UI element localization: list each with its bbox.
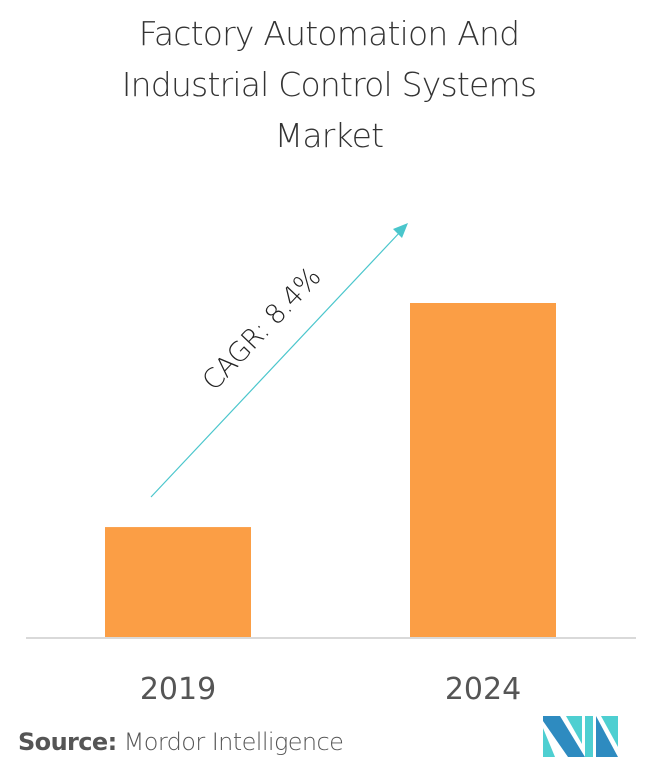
source-name: Mordor Intelligence <box>123 728 344 756</box>
bar-2019 <box>105 527 251 638</box>
chart-title-line-2: Industrial Control Systems <box>121 65 537 104</box>
x-tick-label-2024: 2024 <box>445 672 521 707</box>
cagr-arrow <box>150 223 408 498</box>
bars-group <box>105 303 556 638</box>
source-note: Source: Mordor Intelligence <box>18 728 344 756</box>
x-tick-label-2019: 2019 <box>140 672 216 707</box>
bar-chart: 2019 2024 CAGR: 8.4% <box>26 223 636 707</box>
logo-shape-left-light <box>543 728 555 757</box>
chart-title-line-3: Market <box>274 116 384 155</box>
logo-shape-right-top-light <box>601 716 618 747</box>
logo-shape-left-dark <box>543 716 585 757</box>
mordor-intelligence-logo-icon <box>543 716 618 757</box>
logo-shape-mid-light <box>566 716 582 744</box>
chart-title: Factory Automation And Industrial Contro… <box>0 8 658 161</box>
cagr-arrow-line <box>150 230 402 498</box>
x-axis-ticks: 2019 2024 <box>140 672 521 707</box>
chart-title-line-1: Factory Automation And <box>138 14 520 53</box>
source-label: Source: <box>18 728 117 756</box>
cagr-arrow-head-icon <box>393 223 408 238</box>
logo-shape-right-dark <box>596 716 618 757</box>
cagr-label: CAGR: 8.4% <box>197 262 328 397</box>
bar-2024 <box>410 303 556 638</box>
logo-shape-right-light <box>585 716 593 757</box>
